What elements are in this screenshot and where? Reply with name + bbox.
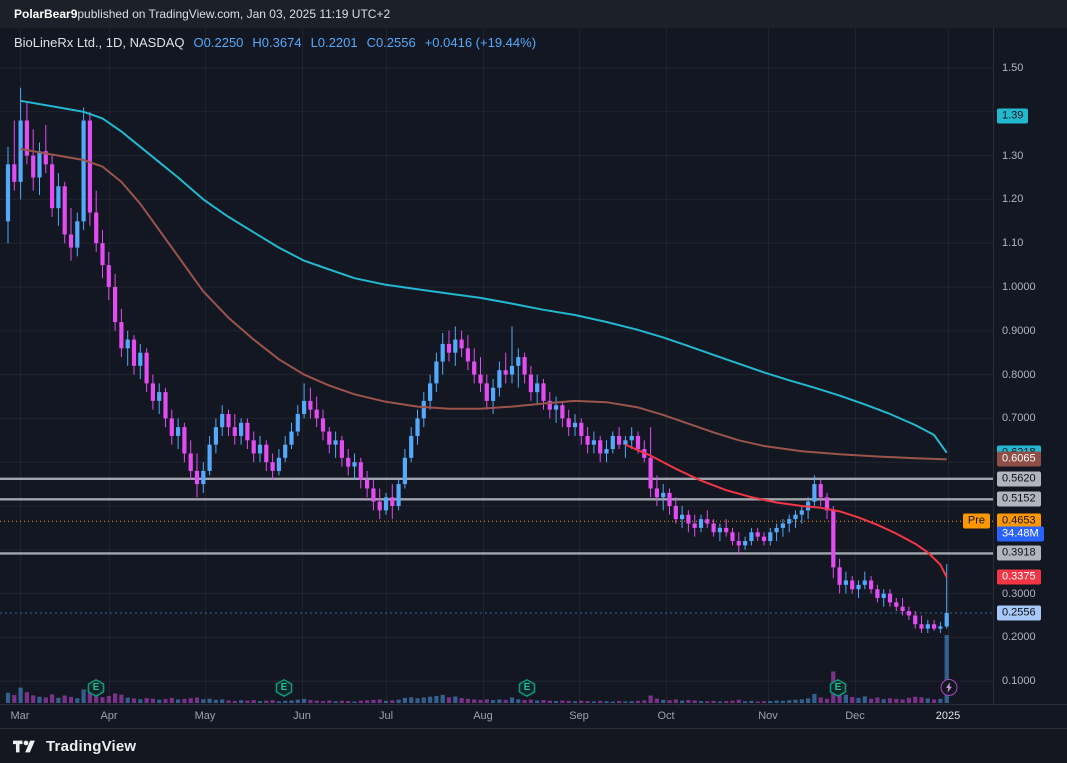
price-tick: 0.8000	[1002, 368, 1036, 381]
ma-fast-red	[625, 443, 948, 578]
flash-event-icon[interactable]	[940, 679, 958, 696]
time-tick-Oct: Oct	[657, 710, 675, 722]
volume-bars	[5, 635, 949, 703]
level-lines	[0, 477, 993, 614]
price-label-34.48M: 34.48M	[997, 526, 1044, 542]
published-bar: PolarBear9 published on TradingView.com,…	[0, 0, 1067, 28]
price-tick: 0.1000	[1002, 675, 1036, 688]
price-label-0.6065: 0.6065	[997, 451, 1041, 467]
ohlc-high: H0.3674	[252, 35, 302, 50]
price-label-0.4653: 0.4653	[997, 513, 1041, 529]
ma-slow-cyan	[20, 99, 948, 454]
time-tick-Aug: Aug	[473, 710, 493, 722]
price-label-0.3375: 0.3375	[997, 569, 1041, 585]
time-tick-Apr: Apr	[100, 710, 118, 722]
earnings-icon[interactable]: E	[275, 679, 293, 697]
moving-averages	[20, 99, 948, 578]
price-axis[interactable]: 1.50 1.30 1.20 1.10 1.0000 0.9000 0.8000 0.7000…	[993, 0, 1067, 704]
price-tick: 1.0000	[1002, 281, 1036, 293]
price-tick: 1.50	[1002, 62, 1024, 74]
time-tick-2025: 2025	[935, 710, 961, 722]
price-label-0.3918: 0.3918	[997, 545, 1041, 561]
price-tick: 1.20	[1002, 193, 1024, 206]
brand-name[interactable]: TradingView	[46, 737, 137, 755]
price-tick: 0.2000	[1002, 631, 1036, 644]
time-tick-Jul: Jul	[378, 710, 394, 722]
time-axis[interactable]: Mar Apr May Jun Jul Aug Sep Oct Nov Dec 2025	[0, 704, 1067, 729]
footer-bar: TradingView	[0, 728, 1067, 763]
time-tick-Jun: Jun	[293, 710, 311, 722]
grid-lines	[0, 0, 993, 704]
price-tick: 0.3000	[1002, 587, 1036, 600]
symbol-info-bar: BioLineRx Ltd., 1D, NASDAQ O0.2250 H0.36…	[14, 35, 536, 50]
chart-area[interactable]: E E E E Pre	[0, 0, 993, 704]
published-text: published on TradingView.com, Jan 03, 20…	[77, 7, 391, 21]
earnings-icon[interactable]: E	[518, 679, 536, 697]
price-tick: 0.9000	[1002, 324, 1036, 337]
price-label-1.39: 1.39	[997, 108, 1029, 124]
tradingview-logo-icon[interactable]	[13, 740, 39, 753]
ma-mid-brown	[20, 148, 947, 461]
earnings-icon[interactable]: E	[87, 679, 105, 697]
premarket-badge: Pre	[962, 513, 990, 529]
price-label-0.2556: 0.2556	[997, 605, 1041, 621]
time-tick-Dec: Dec	[845, 710, 865, 722]
ohlc-low: L0.2201	[310, 35, 358, 50]
symbol-title[interactable]: BioLineRx Ltd., 1D, NASDAQ	[14, 35, 185, 50]
price-tick: 0.7000	[1002, 412, 1036, 425]
time-tick-Sep: Sep	[569, 710, 589, 722]
earnings-icon[interactable]: E	[829, 679, 847, 697]
candles	[5, 87, 949, 634]
price-label-0.5620: 0.5620	[997, 471, 1041, 487]
price-tick: 1.10	[1002, 237, 1024, 250]
time-tick-May: May	[194, 710, 216, 722]
ohlc-close: C0.2556	[366, 35, 416, 50]
price-tick: 1.30	[1002, 149, 1024, 162]
price-label-0.5152: 0.5152	[997, 491, 1041, 507]
published-author[interactable]: PolarBear9	[14, 7, 78, 21]
ohlc-open: O0.2250	[193, 35, 244, 50]
candlestick-chart[interactable]	[0, 0, 993, 704]
time-tick-Nov: Nov	[758, 710, 778, 722]
time-tick-Mar: Mar	[10, 710, 30, 722]
price-change: +0.0416 (+19.44%)	[424, 35, 537, 50]
